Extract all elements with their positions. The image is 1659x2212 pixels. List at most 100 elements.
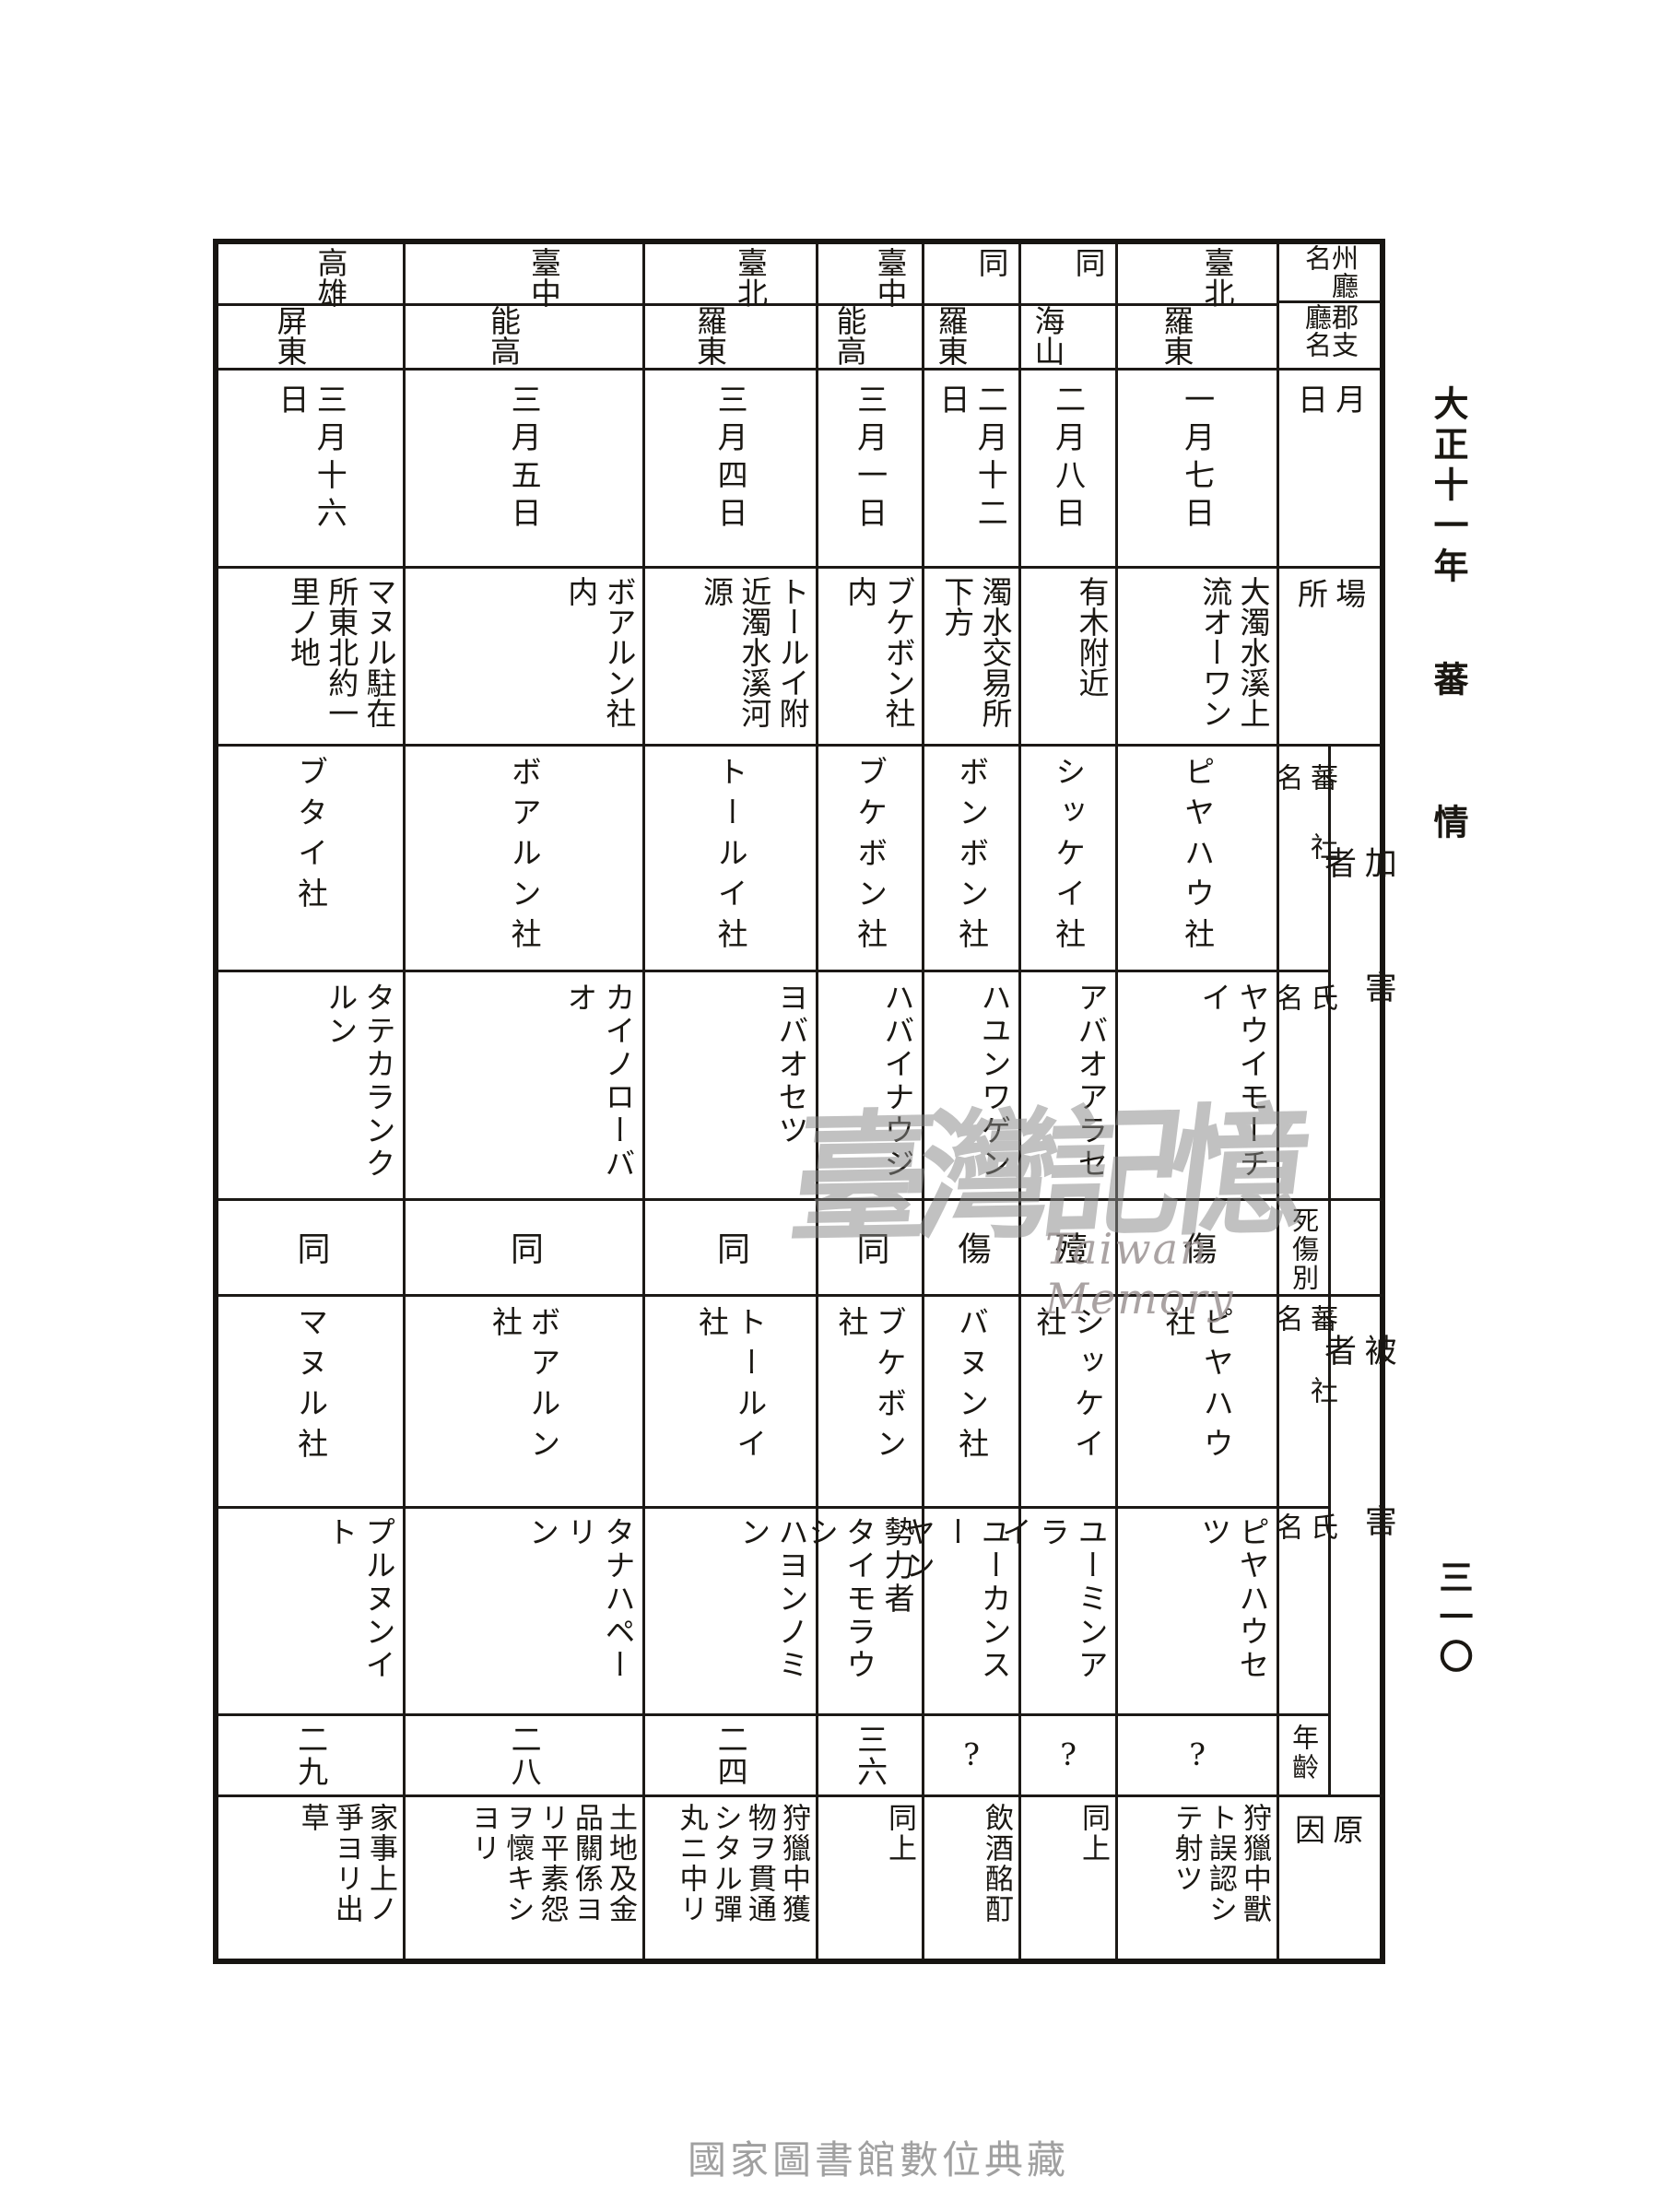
cell-victim-name: ユーミンアラ イ xyxy=(997,1509,1115,1716)
cell-age: ? xyxy=(1118,1716,1277,1797)
margin-title-era: 大正十一年 xyxy=(1428,385,1469,588)
casualty-value: 傷 xyxy=(952,1230,991,1265)
victim-village-value: シッケイ社 xyxy=(1031,1306,1106,1468)
cell-place: マヌル駐在 所東北約一 里ノ地 xyxy=(218,569,403,747)
cell-victim-name: タナハペーリ ン xyxy=(406,1509,642,1716)
incident-table: 州廳名 郡支廳名 月日 場所 蕃社名 氏 xyxy=(213,239,1396,1964)
date-value: 三月四日 xyxy=(712,383,749,535)
perp-name-value: ハユンワゲン xyxy=(976,982,1012,1181)
cell-date: 一月七日 xyxy=(1118,371,1277,569)
perp-village-value: シッケイ社 xyxy=(1050,756,1087,959)
date-value: 一月七日 xyxy=(1179,383,1216,535)
perp-name-value: ヨバオセツ xyxy=(773,982,809,1147)
region-office: 臺北 xyxy=(732,247,769,308)
cell-cause: 狩獵中獲 物ヲ貫通 シタル彈 丸ニ中リ xyxy=(645,1797,816,1959)
victim-village-value: ピヤハウ社 xyxy=(1160,1306,1235,1468)
cell-perp-name: ヨバオセツ xyxy=(645,972,816,1201)
header-subcol-categories: 加害者 被害者 xyxy=(1319,747,1396,1797)
cell-perp-village: ブタイ社 xyxy=(218,747,403,972)
cause-value: 飲酒酩酊 xyxy=(980,1803,1013,1924)
header-cell-office: 州廳名 xyxy=(1279,244,1380,303)
region-divider-line xyxy=(1118,303,1277,306)
age-value: 三六 xyxy=(852,1723,888,1788)
cell-perp-village: ピヤハウ社 xyxy=(1118,747,1277,972)
victim-name-value: ハヨンノミン xyxy=(735,1516,809,1682)
cause-value: 同上 xyxy=(1077,1803,1110,1864)
cell-place: 大濁水溪上 流オーワン xyxy=(1118,569,1277,747)
region-branch: 屏東 xyxy=(272,305,308,366)
cell-cause: 家事上ノ 爭ヨリ出 草 xyxy=(218,1797,403,1959)
header-cell-perpetrator: 加害者 xyxy=(1319,747,1396,1201)
casualty-value: 同 xyxy=(505,1230,543,1265)
header-subcol-fields: 蕃社名 氏名 死傷別 蕃社名 氏名 xyxy=(1271,747,1337,1797)
cell-perp-name: ヤウイモーチ イ xyxy=(1118,972,1277,1201)
cell-perp-village: ボンボン社 xyxy=(924,747,1018,972)
region-office: 同 xyxy=(973,247,1009,277)
cell-age: ? xyxy=(924,1716,1018,1797)
cell-date: 二月八日 xyxy=(1021,371,1115,569)
victim-name-value: ユーカンスー ヤン xyxy=(900,1516,1013,1682)
victim-name-value: ピヤハウセツ xyxy=(1195,1516,1270,1682)
header-cell-perp-name: 氏名 xyxy=(1271,972,1337,1201)
header-cell-casualty: 死傷別 xyxy=(1279,1201,1328,1297)
region-divider-line xyxy=(1021,303,1115,306)
region-branch: 羅東 xyxy=(691,305,728,366)
cell-office-branch: 臺北 羅東 xyxy=(645,244,816,371)
table-column-7: 高雄 屏東 三月十六日 マヌル駐在 所東北約一 里ノ地 ブタイ社 タテカランク … xyxy=(218,244,403,1959)
perp-village-value: ボンボン社 xyxy=(953,756,990,959)
region-office: 臺中 xyxy=(525,247,562,308)
cell-perp-village: ブケボン社 xyxy=(818,747,922,972)
cell-victim-name: ハヨンノミン xyxy=(645,1509,816,1716)
place-label: 場所 xyxy=(1292,578,1367,700)
victim-village-label: 蕃社名 xyxy=(1270,1304,1338,1448)
cell-casualty: 同 xyxy=(818,1201,922,1297)
header-cell-victim-name: 氏名 xyxy=(1271,1509,1337,1716)
cell-casualty: 同 xyxy=(218,1201,403,1297)
header-cell-victim-village: 蕃社名 xyxy=(1271,1297,1337,1509)
region-divider-line xyxy=(406,303,642,306)
table-column-4: 臺中 能高 三月一日 ブケボン社 内 ブケボン社 ハバイナウジ 同 ブケボン社 … xyxy=(804,244,922,1959)
cell-cause: 同上 xyxy=(818,1797,922,1959)
margin-title-char-jou: 情 xyxy=(1428,804,1469,844)
cell-victim-name: ユーカンスー ヤン xyxy=(900,1509,1018,1716)
table-column-3: 同 羅東 二月十二日 濁水交易所 下方 ボンボン社 ハユンワゲン 傷 バヌン社 … xyxy=(900,244,1018,1959)
header-cell-age: 年齡 xyxy=(1279,1716,1328,1797)
region-divider-line xyxy=(645,303,816,306)
perp-name-label: 氏名 xyxy=(1270,983,1338,1149)
cell-office-branch: 同 海山 xyxy=(1021,244,1115,371)
victim-label: 被害者 xyxy=(1319,1334,1396,1675)
place-value: ボアルン社 内 xyxy=(562,576,637,728)
header-column: 州廳名 郡支廳名 月日 場所 蕃社名 氏 xyxy=(1271,244,1396,1959)
table-column-2: 同 海山 二月八日 有木附近 シッケイ社 アバオアラセ 殪 シッケイ社 ユーミン… xyxy=(997,244,1115,1959)
region-office: 高雄 xyxy=(312,247,348,308)
margin-book-title: 大正十一年 蕃 情 xyxy=(1423,385,1474,844)
cell-age: 二四 xyxy=(645,1716,816,1797)
cell-date: 三月一日 xyxy=(818,371,922,569)
region-branch: 羅東 xyxy=(933,305,969,366)
place-value: 濁水交易所 下方 xyxy=(938,576,1013,728)
region-branch: 能高 xyxy=(831,305,867,366)
cell-cause: 飲酒酩酊 xyxy=(924,1797,1018,1959)
cell-perp-village: シッケイ社 xyxy=(1021,747,1115,972)
perp-village-value: ブケボン社 xyxy=(852,756,888,959)
region-divider-line xyxy=(818,303,922,306)
age-value: ? xyxy=(1179,1736,1216,1774)
place-value: 大濁水溪上 流オーワン xyxy=(1196,576,1271,728)
cell-perp-name: アバオアラセ xyxy=(1021,972,1115,1201)
table-columns: 州廳名 郡支廳名 月日 場所 蕃社名 氏 xyxy=(218,244,1396,1959)
place-value: ブケボン社 内 xyxy=(841,576,916,728)
perp-village-value: ピヤハウ社 xyxy=(1179,756,1216,959)
cell-victim-village: マヌル社 xyxy=(218,1297,403,1509)
cause-value: 狩獵中獲 物ヲ貫通 シタル彈 丸ニ中リ xyxy=(674,1803,810,1924)
perp-name-value: ヤウイモーチ イ xyxy=(1195,982,1270,1181)
victim-name-value: ユーミンアラ イ xyxy=(996,1516,1110,1682)
perp-name-value: ハバイナウジ xyxy=(879,982,915,1181)
cell-victim-name: 勢力者 タイモラウシ xyxy=(804,1509,922,1716)
cause-value: 土地及金 品關係ヨ リ平素怨 ヲ懷キシ ヨリ xyxy=(466,1803,637,1924)
age-value: ? xyxy=(1050,1736,1087,1774)
header-cell-perp-village: 蕃社名 xyxy=(1271,747,1337,972)
cell-place: ブケボン社 内 xyxy=(818,569,922,747)
table-column-6: 臺中 能高 三月五日 ボアルン社 内 ボアルン社 カイノローバ オ 同 ボアルン… xyxy=(403,244,642,1959)
cell-perp-name: ハユンワゲン xyxy=(924,972,1018,1201)
